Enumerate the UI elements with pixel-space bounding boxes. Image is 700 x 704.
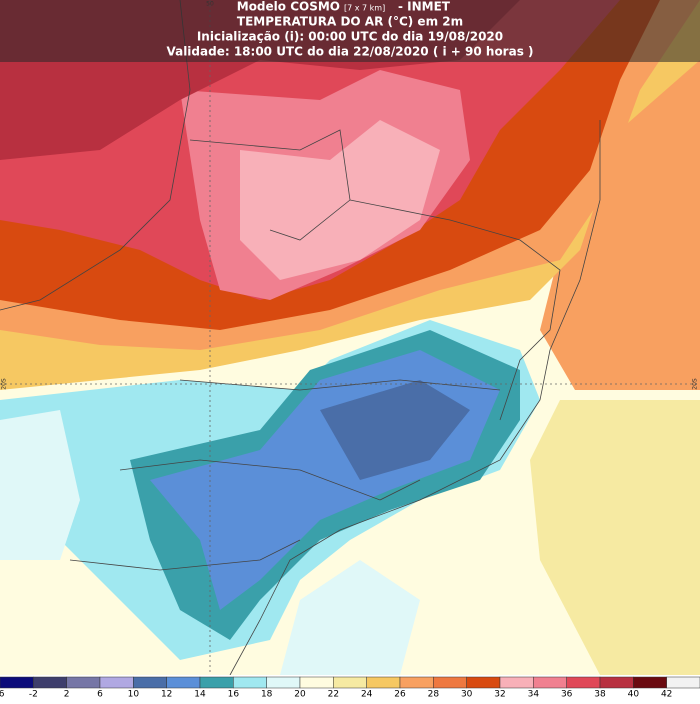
colorbar-label: 18 <box>261 690 273 700</box>
init-time: Inicialização (i): 00:00 UTC do dia 19/0… <box>197 30 503 44</box>
colorbar-label: 32 <box>494 690 505 700</box>
colorbar-label: 30 <box>461 690 473 700</box>
colorbar-swatch <box>33 676 67 689</box>
colorbar-swatch <box>633 676 667 689</box>
colorbar-swatch <box>66 676 101 689</box>
colorbar-swatch <box>466 676 501 689</box>
colorbar-label: 16 <box>228 690 240 700</box>
colorbar-label: 10 <box>128 690 140 700</box>
colorbar-label: 38 <box>594 690 606 700</box>
colorbar-label: 42 <box>661 690 672 700</box>
colorbar-swatch <box>199 676 234 689</box>
lon-label: 50 <box>206 1 214 8</box>
title: TEMPERATURA DO AR (°C) em 2m <box>237 15 463 29</box>
colorbar-swatch <box>299 676 334 689</box>
colorbar-label: 22 <box>328 690 339 700</box>
colorbar-label: 24 <box>361 690 373 700</box>
map-field <box>0 0 700 675</box>
colorbar-swatch <box>133 676 167 689</box>
colorbar-swatch <box>366 676 401 689</box>
colorbar-label: 40 <box>628 690 640 700</box>
colorbar-swatch <box>0 676 34 689</box>
header: Modelo COSMO [7 x 7 km] - INMET TEMPERAT… <box>166 0 533 59</box>
valid-time: Validade: 18:00 UTC do dia 22/08/2020 ( … <box>166 45 533 59</box>
colorbar-swatch <box>166 676 201 689</box>
header-band <box>0 0 700 62</box>
colorbar-label: -2 <box>29 690 38 700</box>
model-name: Modelo COSMO <box>237 0 340 14</box>
colorbar-swatch <box>233 676 267 689</box>
borders <box>0 0 700 676</box>
resolution: [7 x 7 km] <box>344 4 385 13</box>
colorbar-swatch <box>533 676 567 689</box>
colorbar-label: 14 <box>194 690 206 700</box>
colorbar-swatch <box>499 676 534 689</box>
colorbar-swatch <box>433 676 467 689</box>
colorbar-swatch <box>333 676 367 689</box>
source: - INMET <box>398 0 451 14</box>
lat-label: 20S <box>692 378 699 390</box>
colorbar-label: 12 <box>161 690 172 700</box>
colorbar-label: 36 <box>561 690 573 700</box>
colorbar-swatch <box>266 676 301 689</box>
colorbar-swatch <box>99 676 134 689</box>
lat-label: 20S <box>1 378 8 390</box>
colorbar-swatch <box>566 676 601 689</box>
colorbar-label: 20 <box>294 690 306 700</box>
colorbar-label: -6 <box>0 690 5 700</box>
colorbar-label: 28 <box>428 690 440 700</box>
colorbar-label: 6 <box>97 690 103 700</box>
colorbar-label: 34 <box>528 690 540 700</box>
colorbar-label: 2 <box>64 690 70 700</box>
colorbar-swatch <box>666 676 700 689</box>
colorbar-label: 26 <box>394 690 406 700</box>
colorbar-swatch <box>399 676 434 689</box>
colorbar-swatch <box>599 676 634 689</box>
